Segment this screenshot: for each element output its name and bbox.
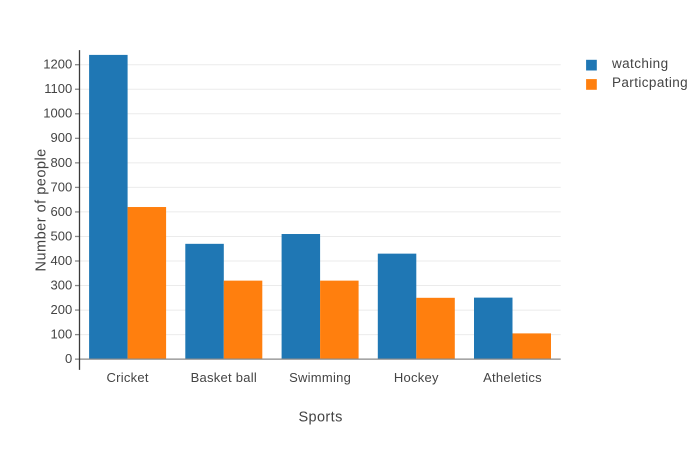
svg-text:watching: watching	[611, 56, 668, 71]
svg-text:200: 200	[50, 302, 72, 317]
svg-text:Number of people: Number of people	[34, 148, 50, 271]
svg-text:Particpating: Particpating	[612, 75, 688, 90]
svg-text:Basket ball: Basket ball	[191, 370, 257, 385]
svg-text:Swimming: Swimming	[289, 370, 351, 385]
svg-text:1000: 1000	[43, 106, 72, 121]
svg-text:Atheletics: Atheletics	[483, 370, 542, 385]
svg-text:700: 700	[50, 179, 72, 194]
svg-text:1200: 1200	[43, 57, 72, 72]
svg-text:Sports: Sports	[298, 410, 342, 426]
svg-text:500: 500	[50, 228, 72, 243]
svg-text:Cricket: Cricket	[106, 370, 148, 385]
svg-text:100: 100	[50, 327, 72, 342]
svg-text:1100: 1100	[44, 81, 72, 96]
svg-text:Hockey: Hockey	[394, 370, 439, 385]
svg-text:0: 0	[65, 351, 72, 366]
svg-text:800: 800	[50, 155, 72, 170]
svg-text:900: 900	[50, 130, 72, 145]
svg-text:400: 400	[50, 253, 72, 268]
svg-text:300: 300	[50, 277, 72, 292]
svg-text:600: 600	[50, 204, 72, 219]
